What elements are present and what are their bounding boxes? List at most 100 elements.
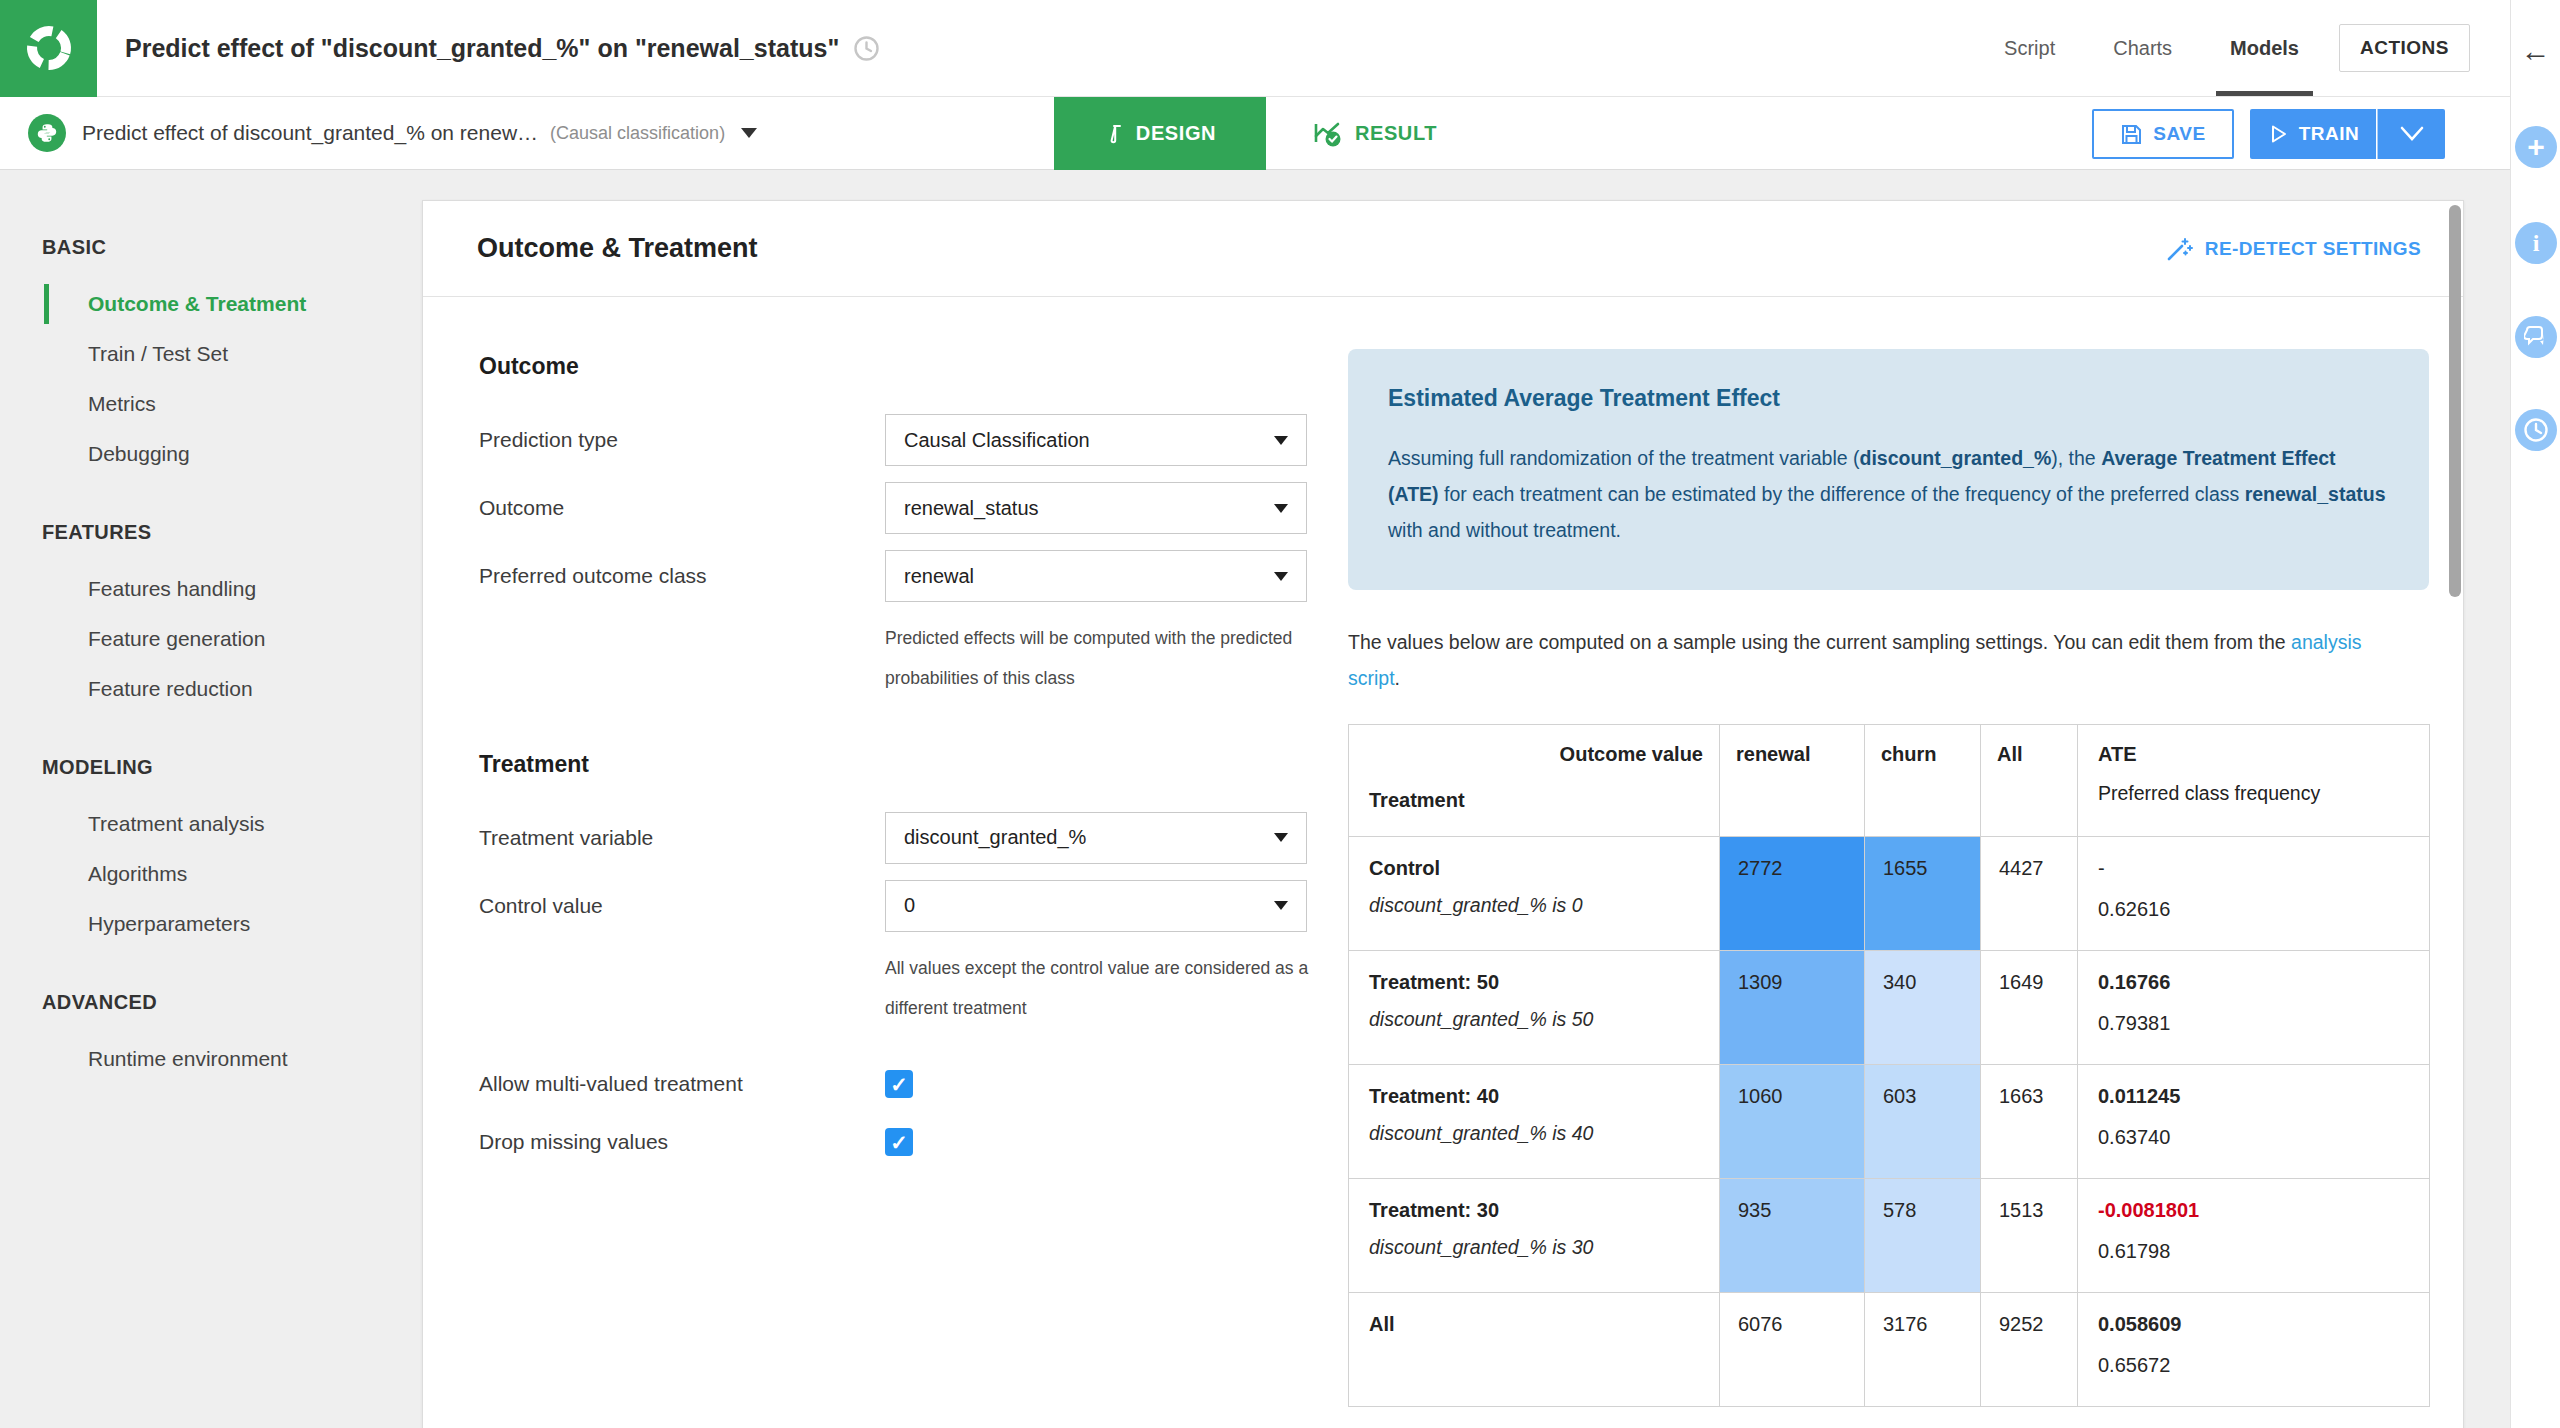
model-selector[interactable]: Predict effect of discount_granted_% on … (28, 97, 757, 169)
ate-header-subtitle: Preferred class frequency (2098, 782, 2429, 805)
preferred-outcome-class-select[interactable]: renewal (885, 550, 1307, 602)
actions-button[interactable]: ACTIONS (2339, 24, 2470, 72)
ate-cell: 0.0586090.65672 (2078, 1293, 2430, 1407)
treatment-cell: Treatment: 40discount_granted_% is 40 (1349, 1065, 1720, 1179)
info-icon[interactable]: i (2515, 222, 2557, 264)
sidebar-item-metrics[interactable]: Metrics (0, 379, 422, 429)
treatment-cell: Treatment: 30discount_granted_% is 30 (1349, 1179, 1720, 1293)
treatment-variable-select[interactable]: discount_granted_% (885, 812, 1307, 864)
churn-count-cell: 603 (1865, 1065, 1981, 1179)
ate-info-box: Estimated Average Treatment Effect Assum… (1348, 349, 2429, 590)
chevron-down-icon[interactable] (741, 128, 757, 138)
field-row: Control value0 (479, 880, 1309, 932)
app-logo[interactable] (0, 0, 97, 97)
all-count-cell: 4427 (1981, 837, 2078, 951)
plus-icon[interactable]: + (2515, 126, 2557, 168)
prediction-type-select[interactable]: Causal Classification (885, 414, 1307, 466)
outcome-select[interactable]: renewal_status (885, 482, 1307, 534)
allow-multi-valued-treatment-checkbox[interactable]: ✓ (885, 1070, 913, 1098)
panel-title: Outcome & Treatment (477, 233, 758, 264)
outcome-value-header: Outcome value (1560, 743, 1703, 766)
model-type-label: (Causal classification) (550, 123, 725, 144)
chevron-down-icon (1274, 436, 1288, 445)
treatment-cell: Controldiscount_granted_% is 0 (1349, 837, 1720, 951)
ate-info-body: Assuming full randomization of the treat… (1388, 440, 2389, 548)
field-label: Outcome (479, 496, 885, 520)
magic-wand-icon (2165, 235, 2193, 263)
train-button[interactable]: TRAIN (2250, 109, 2376, 159)
check-row: Allow multi-valued treatment✓ (479, 1070, 1309, 1098)
churn-count-cell: 578 (1865, 1179, 1981, 1293)
all-count-cell: 1663 (1981, 1065, 2078, 1179)
sidebar-item-treatment-analysis[interactable]: Treatment analysis (0, 799, 422, 849)
checkbox-label: Allow multi-valued treatment (479, 1072, 885, 1096)
ate-column-header: ATE Preferred class frequency (2078, 725, 2430, 837)
table-row: Treatment: 50discount_granted_% is 50130… (1349, 951, 2430, 1065)
select-value: discount_granted_% (904, 826, 1086, 849)
model-name: Predict effect of discount_granted_% on … (82, 121, 538, 145)
field-label: Treatment variable (479, 826, 885, 850)
outcome-section-heading: Outcome (479, 353, 1309, 380)
sidebar-item-features-handling[interactable]: Features handling (0, 564, 422, 614)
sidebar-item-hyperparameters[interactable]: Hyperparameters (0, 899, 422, 949)
renewal-count-cell: 1060 (1720, 1065, 1865, 1179)
train-label: TRAIN (2299, 123, 2360, 145)
model-toolbar: Predict effect of discount_granted_% on … (0, 97, 2510, 170)
all-count-cell: 9252 (1981, 1293, 2078, 1407)
field-help-text: Predicted effects will be computed with … (885, 618, 1325, 699)
sidebar-item-feature-generation[interactable]: Feature generation (0, 614, 422, 664)
drop-missing-values-checkbox[interactable]: ✓ (885, 1128, 913, 1156)
sidebar-item-train-test-set[interactable]: Train / Test Set (0, 329, 422, 379)
select-value: renewal (904, 565, 974, 588)
ate-table: Outcome value Treatment renewal churn Al… (1348, 724, 2430, 1407)
train-dropdown-button[interactable] (2377, 109, 2445, 159)
control-value-select[interactable]: 0 (885, 880, 1307, 932)
history-clock-icon[interactable] (2515, 409, 2557, 451)
renewal-count-cell: 935 (1720, 1179, 1865, 1293)
tab-design[interactable]: DESIGN (1054, 97, 1266, 170)
field-row: Treatment variable discount_granted_% (479, 812, 1309, 864)
treatment-fields: Treatment variable discount_granted_% Cont… (479, 812, 1309, 1029)
sidebar-item-outcome-treatment[interactable]: Outcome & Treatment (0, 279, 422, 329)
sidebar-item-runtime-environment[interactable]: Runtime environment (0, 1034, 422, 1084)
form-column: Outcome Prediction typeCausal Classifica… (479, 353, 1309, 1186)
corner-header-cell: Outcome value Treatment (1349, 725, 1720, 837)
churn-count-cell: 340 (1865, 951, 1981, 1065)
redetect-label: RE-DETECT SETTINGS (2205, 238, 2421, 260)
sidebar-item-debugging[interactable]: Debugging (0, 429, 422, 479)
save-button[interactable]: SAVE (2092, 109, 2234, 159)
outcome-fields: Prediction typeCausal ClassificationOutc… (479, 414, 1309, 699)
panel-header: Outcome & Treatment RE-DETECT SETTINGS (423, 201, 2463, 297)
chevron-down-icon (1274, 504, 1288, 513)
settings-panel: Outcome & Treatment RE-DETECT SETTINGS O… (422, 200, 2464, 1428)
treatment-header: Treatment (1369, 789, 1465, 812)
renewal-count-cell: 1309 (1720, 951, 1865, 1065)
select-value: Causal Classification (904, 429, 1090, 452)
renewal-count-cell: 2772 (1720, 837, 1865, 951)
checkbox-label: Drop missing values (479, 1130, 885, 1154)
redetect-settings-button[interactable]: RE-DETECT SETTINGS (2165, 235, 2421, 263)
select-value: 0 (904, 894, 915, 917)
result-chart-check-icon (1313, 120, 1343, 148)
collapse-panel-arrow-icon[interactable]: ← (2511, 36, 2560, 66)
python-recipe-icon (28, 114, 66, 152)
all-column-header: All (1981, 725, 2078, 837)
discussions-icon[interactable] (2515, 316, 2557, 358)
ate-column: Estimated Average Treatment Effect Assum… (1348, 349, 2429, 1407)
tab-result[interactable]: RESULT (1280, 97, 1470, 170)
field-label: Preferred outcome class (479, 564, 885, 588)
sidebar-section-basic: BASIC (42, 236, 422, 259)
tab-models[interactable]: Models (2230, 0, 2299, 96)
tab-charts[interactable]: Charts (2113, 0, 2172, 96)
churn-count-cell: 1655 (1865, 837, 1981, 951)
ate-header-title: ATE (2098, 743, 2429, 766)
table-row: Treatment: 30discount_granted_% is 30935… (1349, 1179, 2430, 1293)
sidebar-item-algorithms[interactable]: Algorithms (0, 849, 422, 899)
test-tube-icon (1104, 122, 1124, 146)
top-header: Predict effect of "discount_granted_%" o… (0, 0, 2510, 97)
table-row: Treatment: 40discount_granted_% is 40106… (1349, 1065, 2430, 1179)
chevron-down-icon (1274, 572, 1288, 581)
sidebar-item-feature-reduction[interactable]: Feature reduction (0, 664, 422, 714)
sidebar-section-modeling: MODELING (42, 756, 422, 779)
tab-script[interactable]: Script (2004, 0, 2055, 96)
